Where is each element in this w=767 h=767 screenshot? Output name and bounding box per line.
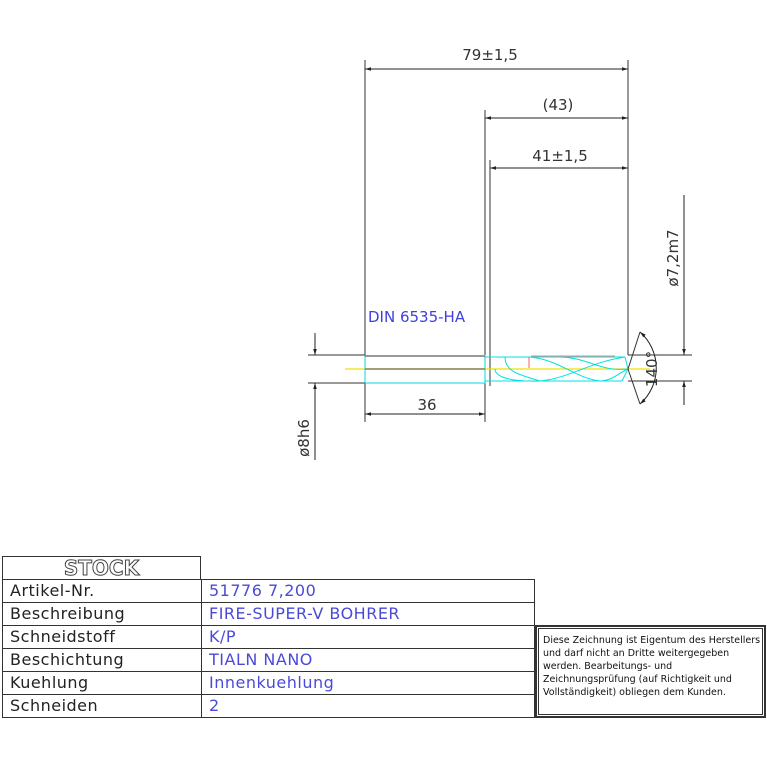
extension-lines (308, 60, 692, 422)
copyright-note: Diese Zeichnung ist Eigentum des Herstel… (535, 625, 766, 718)
dim-flute-length-ref: (43) (543, 96, 574, 114)
label-schneidstoff: Schneidstoff (2, 625, 202, 649)
point-angle-arc (639, 331, 657, 405)
value-beschreibung: FIRE-SUPER-V BOHRER (201, 602, 535, 626)
dim-drill-diameter: ø7,2m7 (664, 229, 682, 286)
label-artikel-nr: Artikel-Nr. (2, 579, 202, 603)
dim-point-angle: 140° (643, 351, 661, 387)
dim-overall-length: 79±1,5 (462, 46, 518, 64)
value-kuehlung: Innenkuehlung (201, 671, 535, 695)
label-beschichtung: Beschichtung (2, 648, 202, 672)
dim-shank-diameter: ø8h6 (295, 419, 313, 457)
value-schneiden: 2 (201, 694, 535, 718)
dim-shank-length: 36 (417, 396, 436, 414)
value-beschichtung: TIALN NANO (201, 648, 535, 672)
standard-label: DIN 6535-HA (368, 308, 466, 326)
label-schneiden: Schneiden (2, 694, 202, 718)
dim-flute-length: 41±1,5 (532, 147, 588, 165)
label-beschreibung: Beschreibung (2, 602, 202, 626)
value-schneidstoff: K/P (201, 625, 535, 649)
dimension-lines (313, 67, 686, 460)
value-artikel-nr: 51776 7,200 (201, 579, 535, 603)
stock-logo: STOCK (2, 556, 201, 581)
label-kuehlung: Kuehlung (2, 671, 202, 695)
